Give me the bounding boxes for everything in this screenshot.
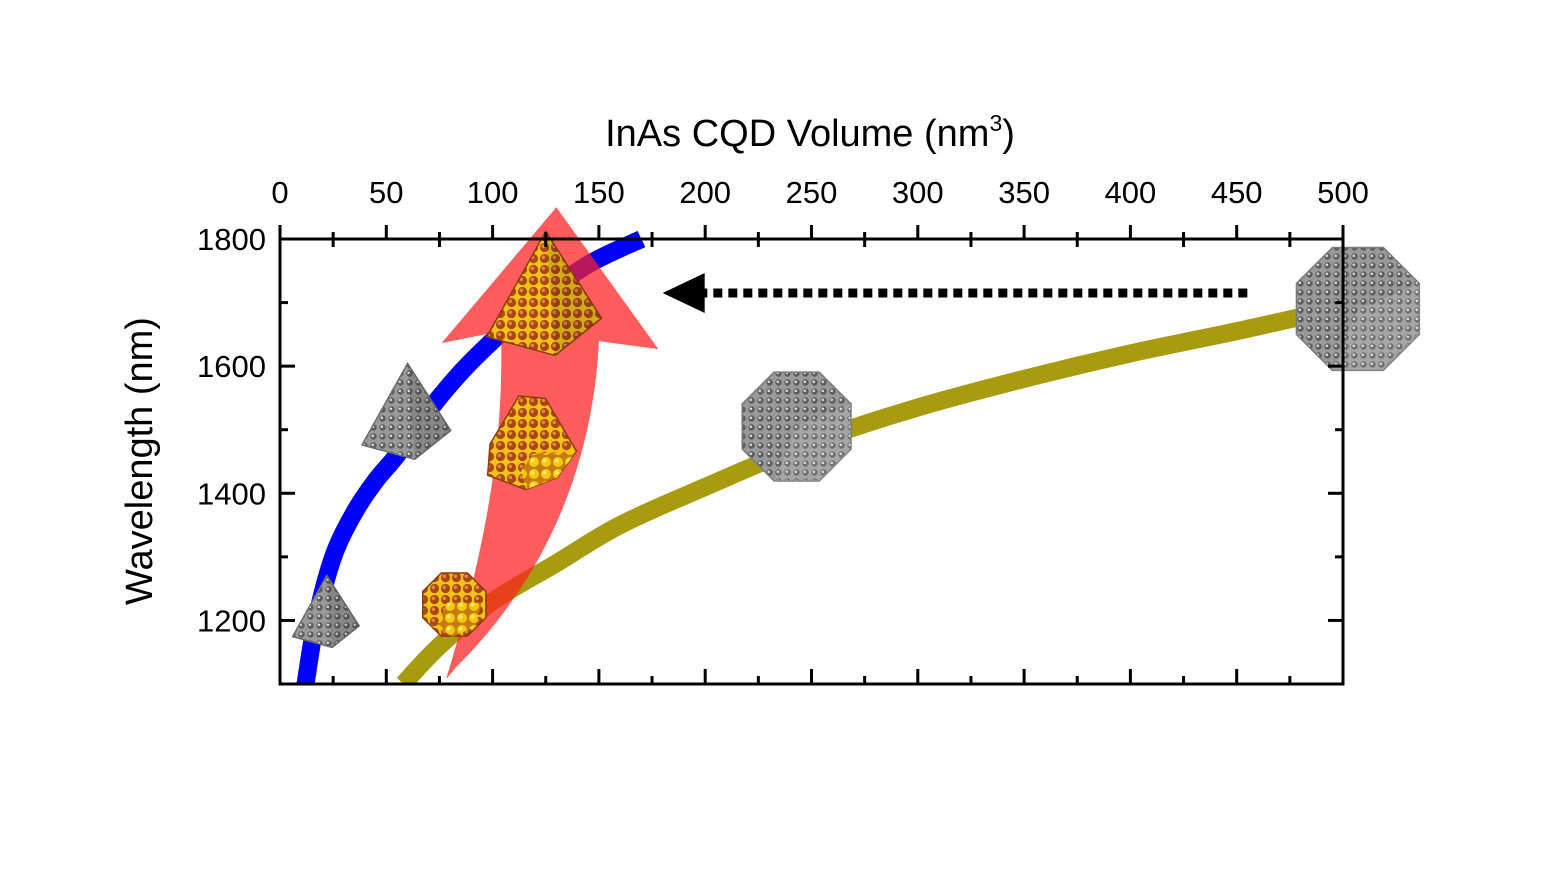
x-tick-label: 0 bbox=[271, 175, 288, 210]
annotation-layer bbox=[291, 207, 1421, 680]
particle-body bbox=[291, 573, 361, 649]
x-tick-label: 350 bbox=[998, 175, 1050, 210]
gold-tetrahedron-large bbox=[485, 229, 603, 357]
gray-tetrahedron-medium bbox=[360, 361, 452, 461]
x-tick-labels: 0 50 100 150 200 250 300 350 400 450 500 bbox=[271, 175, 1368, 210]
x-tick-label: 250 bbox=[786, 175, 838, 210]
gold-sphere-small bbox=[421, 572, 487, 637]
particle-facet bbox=[1332, 283, 1420, 371]
gray-polyhedron-medium bbox=[741, 371, 852, 482]
y-axis-title: Wavelength (nm) bbox=[119, 317, 161, 605]
x-tick-label: 200 bbox=[679, 175, 731, 210]
gray-polyhedron-large bbox=[1295, 246, 1421, 372]
y-tick-label: 1400 bbox=[197, 476, 266, 511]
y-tick-label: 1600 bbox=[197, 349, 266, 384]
y-tick-label: 1200 bbox=[197, 603, 266, 638]
x-tick-label: 50 bbox=[369, 175, 403, 210]
gold-tetrahedron-medium bbox=[486, 395, 578, 491]
x-tick-label: 500 bbox=[1317, 175, 1369, 210]
particle-facet bbox=[774, 404, 852, 482]
particle-shade bbox=[407, 363, 451, 460]
x-tick-label: 450 bbox=[1211, 175, 1263, 210]
gray-tetrahedron-small bbox=[291, 573, 361, 649]
particle-shade bbox=[326, 575, 360, 648]
y-tick-label: 1800 bbox=[197, 222, 266, 257]
axes-layer bbox=[278, 225, 1345, 686]
particle-shade bbox=[545, 231, 602, 356]
y-tick-labels: 1200 1400 1600 1800 bbox=[197, 222, 266, 638]
particle-facet bbox=[521, 451, 577, 490]
x-tick-label: 300 bbox=[892, 175, 944, 210]
dotted-arrow-head-icon bbox=[662, 273, 705, 314]
x-tick-label: 400 bbox=[1105, 175, 1157, 210]
x-tick-label: 150 bbox=[573, 175, 625, 210]
x-tick-label: 100 bbox=[467, 175, 519, 210]
particle-body bbox=[1295, 246, 1421, 372]
particle-body bbox=[360, 361, 452, 461]
x-axis-title: InAs CQD Volume (nm3) bbox=[605, 110, 1015, 155]
particle-facet bbox=[436, 602, 482, 637]
particle-body bbox=[741, 371, 852, 482]
particle-body bbox=[485, 229, 603, 357]
